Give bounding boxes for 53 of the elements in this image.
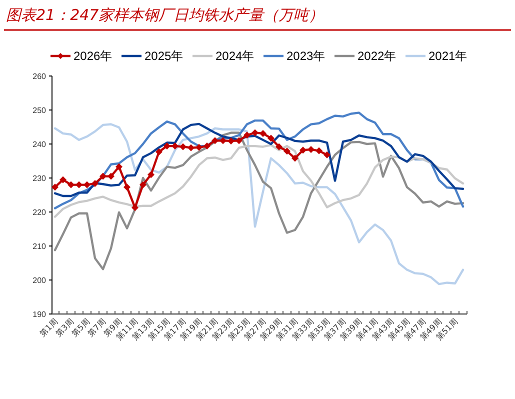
point xyxy=(68,181,74,188)
point xyxy=(300,146,306,154)
point xyxy=(252,129,258,136)
line-series xyxy=(54,144,464,218)
legend-label: 2024年 xyxy=(216,49,254,64)
y-tick-label: 250 xyxy=(32,106,47,115)
point xyxy=(164,142,170,150)
point xyxy=(148,171,154,178)
line-series xyxy=(54,122,464,198)
point xyxy=(52,184,58,191)
point xyxy=(100,172,106,180)
point xyxy=(84,181,90,188)
point xyxy=(204,142,210,150)
line-series xyxy=(54,112,464,210)
point xyxy=(108,172,114,180)
point xyxy=(196,144,202,151)
y-tick-label: 260 xyxy=(32,72,47,81)
point xyxy=(188,144,194,152)
legend-label: 2022年 xyxy=(358,49,396,64)
point xyxy=(308,146,314,153)
point xyxy=(220,137,226,144)
point xyxy=(172,142,178,150)
legend-label: 2023年 xyxy=(286,49,326,64)
y-tick-label: 240 xyxy=(32,140,47,149)
point xyxy=(260,130,266,137)
point xyxy=(124,184,130,191)
point xyxy=(76,181,82,188)
point xyxy=(212,137,218,144)
y-tick-label: 210 xyxy=(32,242,47,251)
point xyxy=(132,204,138,212)
y-tick-label: 220 xyxy=(32,208,47,217)
legend-label: 2026年 xyxy=(74,49,112,64)
point xyxy=(276,143,282,150)
legend-label: 2025年 xyxy=(144,49,184,64)
point xyxy=(92,180,98,187)
point xyxy=(60,176,66,184)
point xyxy=(180,143,186,150)
legend-label: 2021年 xyxy=(428,49,468,64)
point xyxy=(324,151,330,158)
point xyxy=(292,154,298,162)
point xyxy=(140,181,146,188)
point xyxy=(156,148,162,156)
point xyxy=(316,147,322,154)
point xyxy=(244,132,250,139)
point xyxy=(284,148,290,155)
point xyxy=(116,163,122,170)
y-tick-label: 230 xyxy=(32,174,47,183)
point xyxy=(268,134,274,142)
y-tick-label: 200 xyxy=(32,276,47,285)
y-tick-label: 190 xyxy=(32,310,47,319)
point xyxy=(236,137,242,144)
chart-title: 图表21：247家样本钢厂日均铁水产量（万吨） xyxy=(6,6,324,24)
point xyxy=(228,137,234,144)
